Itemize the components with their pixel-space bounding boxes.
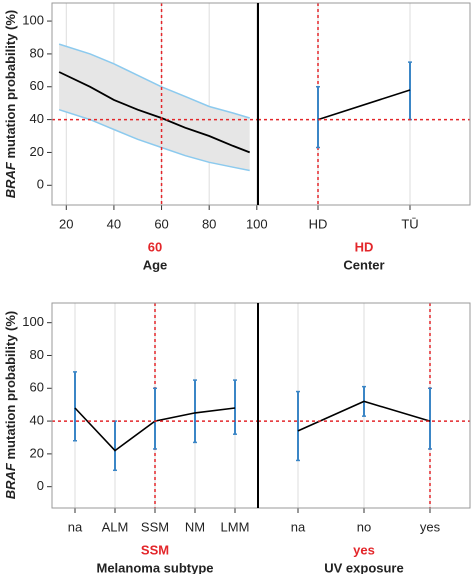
x-tick-label: 80 [202,216,216,231]
x-tick-label: na [68,519,83,534]
y-label-gene: BRAF [3,161,18,198]
x-axis-label: Age [143,257,168,272]
x-tick-label: 20 [59,216,73,231]
selected-value: yes [353,542,375,557]
x-tick-label: 60 [154,216,168,231]
y-tick-label: 0 [37,478,44,493]
y-tick-label: 20 [30,445,44,460]
y-tick-label: 60 [30,78,44,93]
y-tick-label: 0 [37,177,44,192]
x-tick-label: 100 [246,216,268,231]
y-axis-label: BRAF mutation probability (%) [3,10,18,199]
y-label-text: mutation probability (%) [3,311,18,460]
selected-value: HD [355,239,374,254]
y-tick-label: 40 [30,413,44,428]
x-tick-label: TŪ [401,216,418,231]
x-tick-label: ALM [102,519,129,534]
x-tick-label: LMM [221,519,250,534]
y-tick-label: 80 [30,45,44,60]
selected-value: SSM [141,542,169,557]
y-tick-label: 100 [22,13,44,28]
x-tick-label: yes [420,519,441,534]
x-tick-label: 40 [107,216,121,231]
y-label-text: mutation probability (%) [3,10,18,159]
x-tick-label: na [291,519,306,534]
x-axis-label: Melanoma subtype [96,560,213,574]
y-label-gene: BRAF [3,462,18,499]
x-axis-label: UV exposure [324,560,403,574]
band-fill [59,44,250,171]
line [317,89,411,121]
y-tick-label: 60 [30,380,44,395]
y-tick-label: 40 [30,111,44,126]
y-tick-label: 20 [30,144,44,159]
x-tick-label: SSM [141,519,169,534]
y-tick-label: 80 [30,347,44,362]
x-tick-label: NM [185,519,205,534]
selected-value: 60 [148,239,162,254]
y-tick-label: 100 [22,314,44,329]
x-axis-label: Center [343,257,384,272]
x-tick-label: HD [309,216,328,231]
y-axis-label: BRAF mutation probability (%) [3,311,18,500]
x-tick-label: no [357,519,371,534]
band-upper [58,43,250,119]
